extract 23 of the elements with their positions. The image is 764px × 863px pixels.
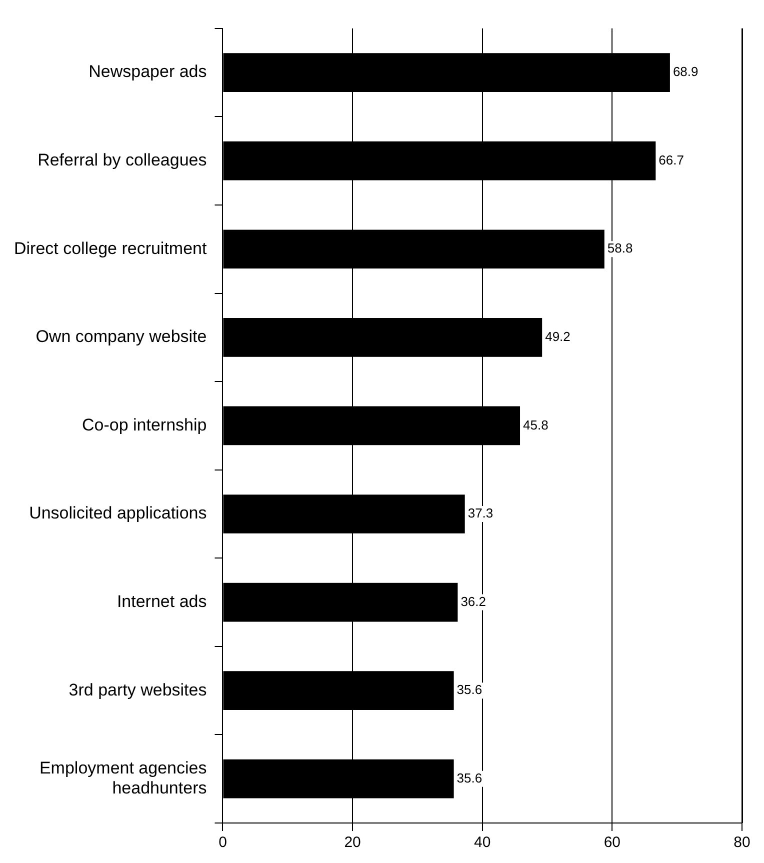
y-tick-label: Newspaper ads: [88, 62, 207, 82]
data-label: 45.8: [523, 417, 548, 432]
y-tick-label: Co-op internship: [82, 415, 207, 434]
data-label: 68.9: [672, 64, 698, 80]
x-tick-label: 80: [734, 834, 750, 852]
x-tick-label: 60: [604, 834, 621, 852]
y-tick-label: Own company website: [36, 327, 207, 346]
data-label: 66.7: [658, 152, 684, 168]
y-tick-label: Internet ads: [116, 592, 207, 611]
data-label: 35.6: [456, 682, 482, 698]
y-tick-label: Unsolicited applications: [29, 504, 207, 523]
data-label: 49.2: [545, 328, 570, 344]
data-label: 58.8: [607, 240, 633, 256]
y-tick-label: Referral by colleagues: [38, 150, 207, 170]
x-tick-label: 40: [474, 834, 491, 852]
y-tick-label: 3rd party websites: [68, 680, 207, 700]
data-label: 35.6: [456, 770, 482, 786]
x-tick-label: 0: [218, 834, 227, 852]
y-tick-label: Employment agencies headhunters: [39, 758, 207, 798]
data-label: 36.2: [460, 594, 486, 609]
data-label: 37.3: [468, 506, 494, 521]
y-tick-label: Direct college recruitment: [14, 238, 207, 258]
x-tick-label: 20: [344, 834, 361, 852]
